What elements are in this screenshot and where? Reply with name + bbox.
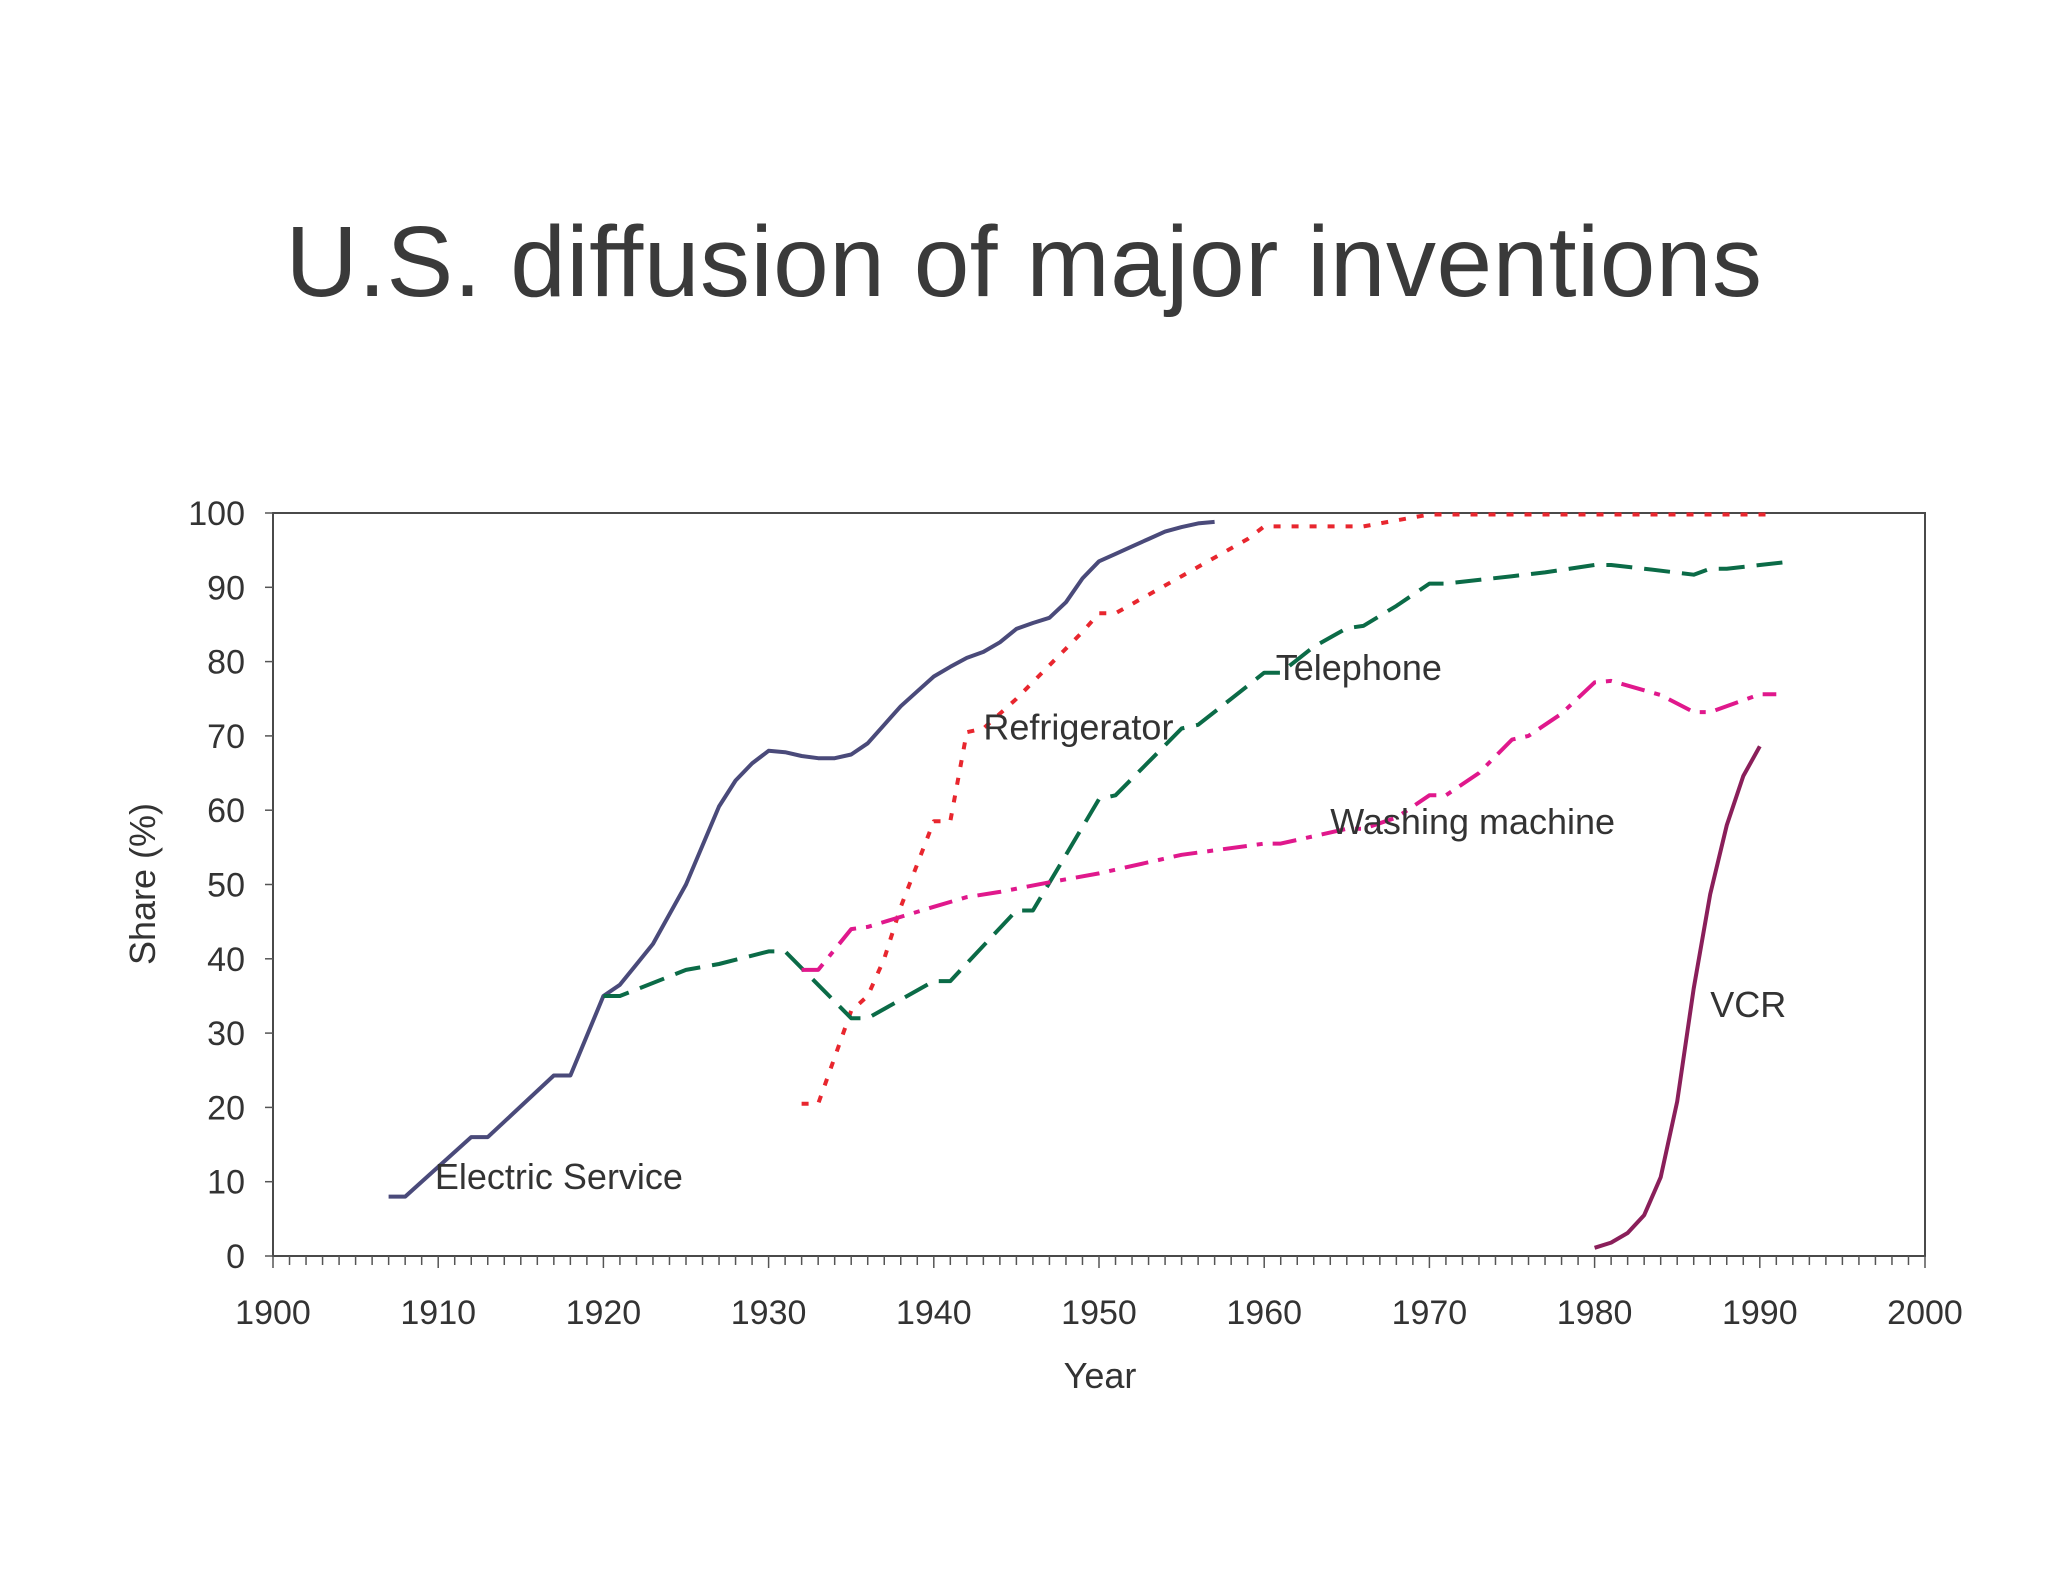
x-axis-title: Year — [1064, 1355, 1137, 1396]
plot-area-frame — [272, 512, 1926, 1257]
series-line-washing-machine — [801, 678, 1777, 972]
y-tick-label: 50 — [207, 867, 245, 905]
series-label-washing-machine: Washing machine — [1330, 801, 1615, 842]
series-label-telephone: Telephone — [1276, 647, 1442, 688]
series-label-refrigerator: Refrigerator — [983, 707, 1173, 748]
x-tick-label: 1950 — [1061, 1294, 1137, 1332]
x-tick-label: 1920 — [566, 1294, 642, 1332]
series-labels: Electric Service Refrigerator Telephone Was… — [435, 647, 1786, 1197]
x-tick-label: 1980 — [1557, 1294, 1633, 1332]
x-tick-label: 1900 — [235, 1294, 311, 1332]
y-axis-title: Share (%) — [122, 803, 163, 965]
series-label-electric-service: Electric Service — [435, 1156, 683, 1197]
series-lines — [388, 512, 1794, 1250]
x-tick-label: 1910 — [400, 1294, 476, 1332]
x-axis-tick-labels: 1900 1910 1920 1930 1940 1950 1960 1970 1980 1990… — [235, 1294, 1963, 1332]
y-axis-ticks: 0 10 20 30 40 50 60 70 80 90 100 — [188, 495, 273, 1276]
y-tick-label: 10 — [207, 1164, 245, 1202]
series-label-vcr: VCR — [1710, 984, 1786, 1025]
y-tick-label: 0 — [226, 1238, 245, 1276]
x-tick-label: 2000 — [1887, 1294, 1963, 1332]
y-tick-label: 40 — [207, 941, 245, 979]
x-tick-label: 1970 — [1392, 1294, 1468, 1332]
series-line-vcr — [1593, 745, 1762, 1250]
y-tick-label: 30 — [207, 1015, 245, 1053]
series-line-telephone — [603, 559, 1794, 1021]
y-tick-label: 60 — [207, 792, 245, 830]
x-tick-label: 1930 — [731, 1294, 807, 1332]
slide-title: U.S. diffusion of major inventions — [285, 206, 1763, 318]
x-axis-minor-ticks — [272, 1256, 1926, 1268]
series-line-electric-service — [388, 519, 1215, 1199]
x-tick-label: 1960 — [1226, 1294, 1302, 1332]
x-tick-label: 1940 — [896, 1294, 972, 1332]
y-tick-label: 20 — [207, 1089, 245, 1127]
y-tick-label: 100 — [188, 495, 245, 533]
y-tick-label: 90 — [207, 569, 245, 607]
x-tick-label: 1990 — [1722, 1294, 1798, 1332]
y-tick-label: 70 — [207, 718, 245, 756]
y-tick-label: 80 — [207, 644, 245, 682]
